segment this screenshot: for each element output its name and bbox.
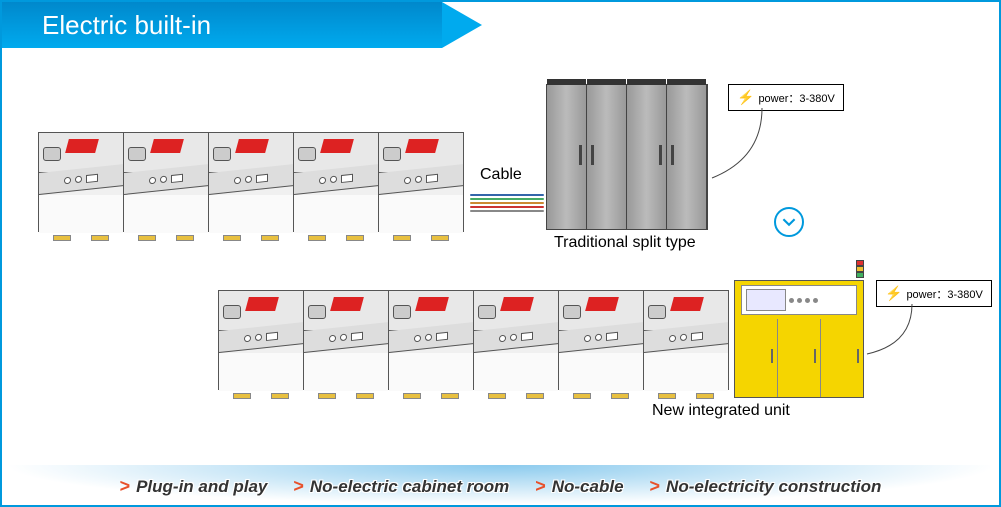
title-band: Electric built-in: [2, 2, 442, 48]
bottom-machine-row: [218, 290, 728, 390]
cabinet-door: [547, 85, 587, 229]
traditional-caption: Traditional split type: [554, 234, 696, 252]
bullet-item: > No-electric cabinet room: [293, 476, 509, 497]
machine-unit: [378, 132, 464, 232]
cabinet-door: [587, 85, 627, 229]
indicator-dot: [789, 298, 794, 303]
machine-unit: [388, 290, 474, 390]
slide-frame: Electric built-in Cable Traditional spli…: [0, 0, 1001, 507]
control-panel: [741, 285, 857, 315]
cable-label: Cable: [480, 166, 522, 184]
power-label-top: ⚡ power：3-380V: [728, 84, 844, 111]
hmi-screen: [746, 289, 786, 311]
bolt-icon: ⚡: [737, 89, 754, 106]
indicator-dot: [813, 298, 818, 303]
bullet-text: No-cable: [552, 477, 624, 497]
callout-line-top: [702, 108, 782, 188]
diagram-area: Cable Traditional split type ⚡ power：3-3…: [2, 52, 999, 455]
integrated-caption: New integrated unit: [652, 402, 790, 420]
chevron-icon: >: [650, 476, 661, 497]
bullet-text: No-electric cabinet room: [310, 477, 509, 497]
machine-unit: [643, 290, 729, 390]
door: [778, 319, 821, 397]
stack-light: [856, 260, 864, 278]
machine-unit: [558, 290, 644, 390]
title-text: Electric built-in: [42, 10, 211, 41]
bullet-item: >No-electricity construction: [650, 476, 882, 497]
machine-unit: [293, 132, 379, 232]
bullet-text: No-electricity construction: [666, 477, 881, 497]
machine-unit: [218, 290, 304, 390]
cabinet-door: [627, 85, 667, 229]
machine-unit: [208, 132, 294, 232]
power-text: power：3-380V: [906, 286, 982, 302]
power-text: power：3-380V: [758, 90, 834, 106]
chevron-down-icon: [782, 215, 796, 229]
bolt-icon: ⚡: [885, 285, 902, 302]
bullet-text: Plug-in and play: [136, 477, 267, 497]
feature-bullets: >Plug-in and play>No-electric cabinet ro…: [2, 476, 999, 497]
bullet-item: >Plug-in and play: [120, 476, 268, 497]
indicator-dot: [797, 298, 802, 303]
top-machine-row: [38, 132, 463, 232]
chevron-icon: >: [293, 476, 304, 497]
power-cabinets: [546, 84, 708, 230]
callout-line-bottom: [862, 304, 942, 364]
cable-bundle: [470, 194, 544, 214]
machine-unit: [303, 290, 389, 390]
power-label-bottom: ⚡ power：3-380V: [876, 280, 992, 307]
chevron-icon: >: [535, 476, 546, 497]
bullet-item: > No-cable: [535, 476, 623, 497]
down-arrow-button[interactable]: [774, 207, 804, 237]
chevron-icon: >: [120, 476, 131, 497]
door: [735, 319, 778, 397]
cabinet-door: [667, 85, 707, 229]
cabinet-doors: [735, 319, 863, 397]
indicator-dot: [805, 298, 810, 303]
integrated-control-unit: [734, 280, 864, 398]
machine-unit: [473, 290, 559, 390]
machine-unit: [123, 132, 209, 232]
machine-unit: [38, 132, 124, 232]
door: [821, 319, 863, 397]
